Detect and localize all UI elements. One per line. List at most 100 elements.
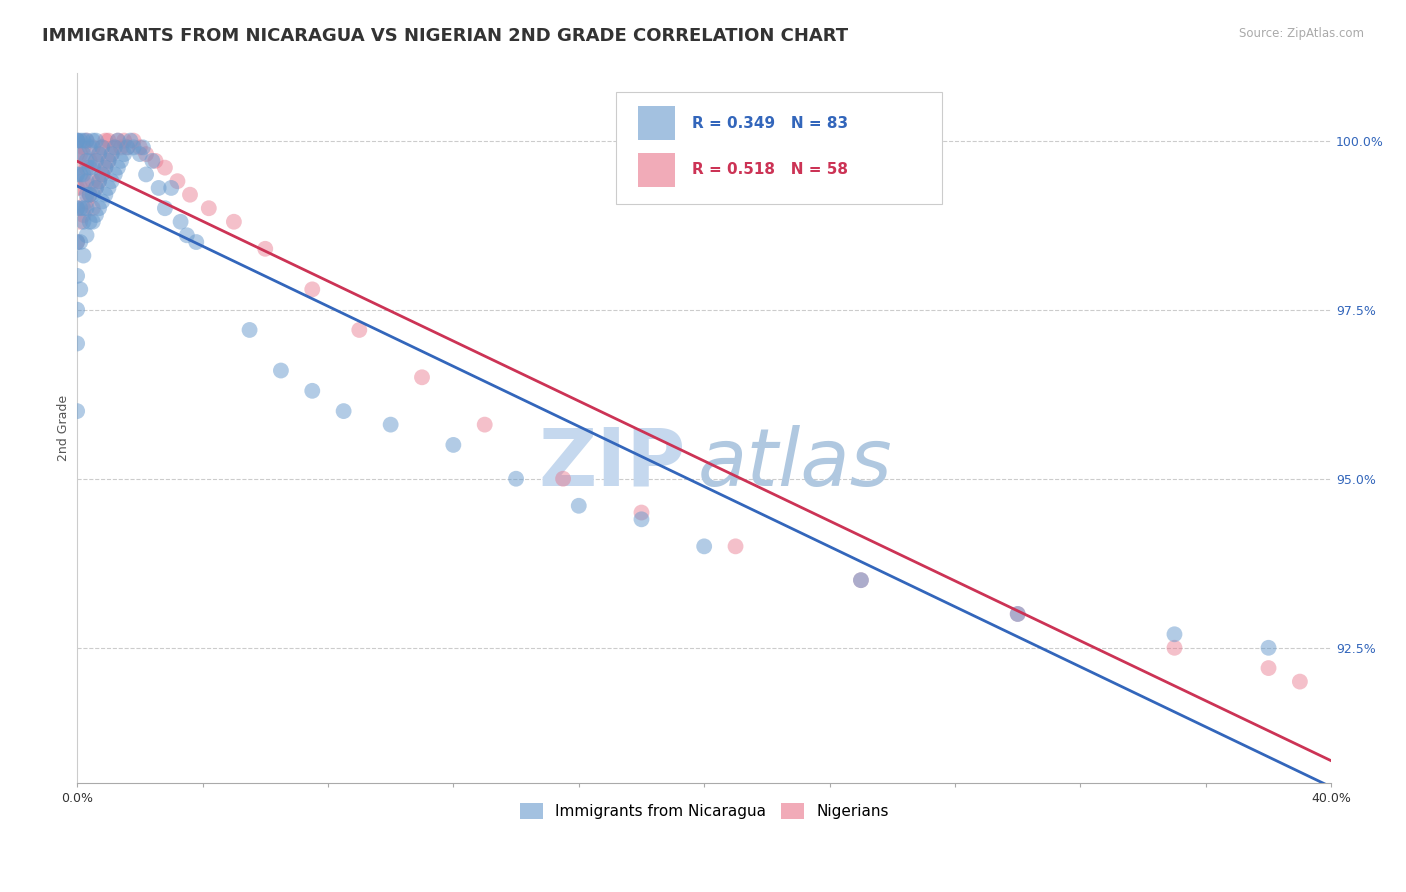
Nigerians — [76, 134, 98, 148]
Nigerians — [411, 370, 433, 384]
Immigrants from Nicaragua — [69, 201, 91, 215]
FancyBboxPatch shape — [638, 153, 675, 186]
Immigrants from Nicaragua — [97, 181, 120, 195]
Nigerians — [97, 134, 120, 148]
Y-axis label: 2nd Grade: 2nd Grade — [58, 395, 70, 461]
Nigerians — [551, 472, 574, 486]
Immigrants from Nicaragua — [69, 168, 91, 182]
Immigrants from Nicaragua — [693, 540, 716, 554]
Immigrants from Nicaragua — [79, 215, 101, 229]
Immigrants from Nicaragua — [87, 174, 110, 188]
Immigrants from Nicaragua — [112, 147, 135, 161]
Immigrants from Nicaragua — [84, 134, 107, 148]
Nigerians — [222, 215, 245, 229]
Immigrants from Nicaragua — [100, 174, 122, 188]
Immigrants from Nicaragua — [110, 153, 132, 168]
Immigrants from Nicaragua — [91, 168, 114, 182]
Nigerians — [849, 573, 872, 587]
Nigerians — [69, 147, 91, 161]
Immigrants from Nicaragua — [79, 161, 101, 175]
Nigerians — [301, 282, 323, 296]
Immigrants from Nicaragua — [104, 140, 127, 154]
Immigrants from Nicaragua — [91, 140, 114, 154]
Nigerians — [1163, 640, 1185, 655]
Nigerians — [69, 215, 91, 229]
Immigrants from Nicaragua — [72, 215, 94, 229]
Immigrants from Nicaragua — [120, 134, 142, 148]
Nigerians — [79, 153, 101, 168]
Nigerians — [97, 153, 120, 168]
Nigerians — [135, 147, 157, 161]
Nigerians — [76, 161, 98, 175]
Immigrants from Nicaragua — [117, 140, 139, 154]
Immigrants from Nicaragua — [66, 134, 89, 148]
Immigrants from Nicaragua — [849, 573, 872, 587]
Nigerians — [104, 140, 127, 154]
Immigrants from Nicaragua — [66, 404, 89, 418]
Text: Source: ZipAtlas.com: Source: ZipAtlas.com — [1239, 27, 1364, 40]
FancyBboxPatch shape — [638, 106, 675, 140]
Immigrants from Nicaragua — [76, 134, 98, 148]
Immigrants from Nicaragua — [568, 499, 591, 513]
Immigrants from Nicaragua — [186, 235, 208, 249]
Immigrants from Nicaragua — [66, 134, 89, 148]
Immigrants from Nicaragua — [1257, 640, 1279, 655]
Nigerians — [76, 194, 98, 209]
Immigrants from Nicaragua — [630, 512, 652, 526]
Nigerians — [66, 235, 89, 249]
Nigerians — [100, 147, 122, 161]
Immigrants from Nicaragua — [441, 438, 464, 452]
Immigrants from Nicaragua — [169, 215, 191, 229]
Nigerians — [166, 174, 188, 188]
Immigrants from Nicaragua — [160, 181, 183, 195]
Nigerians — [91, 140, 114, 154]
Nigerians — [91, 168, 114, 182]
Nigerians — [117, 140, 139, 154]
Nigerians — [153, 161, 176, 175]
Nigerians — [1007, 607, 1029, 621]
Nigerians — [112, 134, 135, 148]
Nigerians — [145, 153, 167, 168]
Nigerians — [122, 134, 145, 148]
Legend: Immigrants from Nicaragua, Nigerians: Immigrants from Nicaragua, Nigerians — [513, 797, 894, 825]
Nigerians — [198, 201, 221, 215]
Immigrants from Nicaragua — [72, 168, 94, 182]
Immigrants from Nicaragua — [72, 201, 94, 215]
Immigrants from Nicaragua — [270, 363, 292, 377]
Immigrants from Nicaragua — [76, 187, 98, 202]
Nigerians — [110, 140, 132, 154]
Nigerians — [128, 140, 150, 154]
Nigerians — [94, 134, 117, 148]
Nigerians — [79, 187, 101, 202]
Immigrants from Nicaragua — [72, 147, 94, 161]
Immigrants from Nicaragua — [69, 134, 91, 148]
Immigrants from Nicaragua — [332, 404, 354, 418]
Immigrants from Nicaragua — [153, 201, 176, 215]
FancyBboxPatch shape — [616, 92, 942, 204]
Immigrants from Nicaragua — [69, 235, 91, 249]
Immigrants from Nicaragua — [66, 268, 89, 283]
Immigrants from Nicaragua — [380, 417, 402, 432]
Immigrants from Nicaragua — [76, 174, 98, 188]
Immigrants from Nicaragua — [84, 181, 107, 195]
Immigrants from Nicaragua — [66, 302, 89, 317]
Immigrants from Nicaragua — [82, 187, 104, 202]
Nigerians — [72, 208, 94, 222]
Nigerians — [179, 187, 201, 202]
Immigrants from Nicaragua — [82, 134, 104, 148]
Nigerians — [349, 323, 371, 337]
Immigrants from Nicaragua — [301, 384, 323, 398]
Nigerians — [82, 201, 104, 215]
Nigerians — [94, 161, 117, 175]
Immigrants from Nicaragua — [76, 228, 98, 243]
Immigrants from Nicaragua — [1163, 627, 1185, 641]
Immigrants from Nicaragua — [100, 147, 122, 161]
Immigrants from Nicaragua — [76, 201, 98, 215]
Nigerians — [66, 201, 89, 215]
Nigerians — [82, 140, 104, 154]
Nigerians — [474, 417, 496, 432]
Nigerians — [66, 181, 89, 195]
Nigerians — [66, 161, 89, 175]
Immigrants from Nicaragua — [141, 153, 163, 168]
Text: atlas: atlas — [697, 425, 893, 502]
